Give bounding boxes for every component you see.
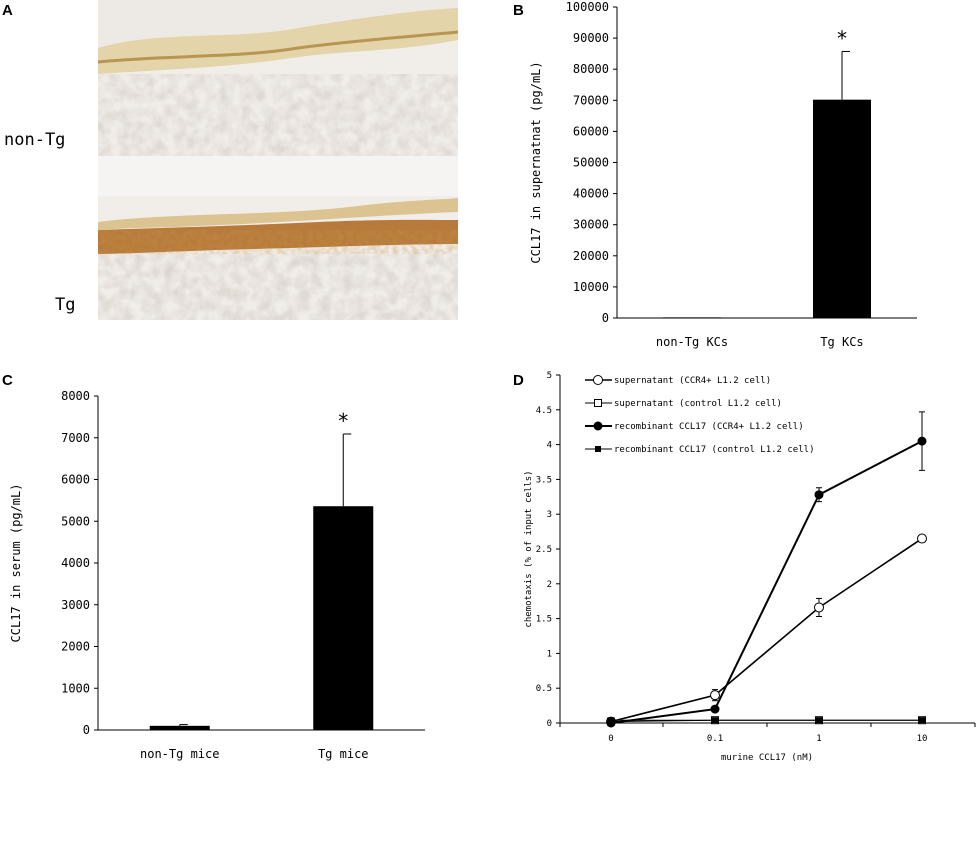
micrograph-image — [98, 0, 458, 320]
chart-c-y-tick-label: 4000 — [61, 556, 90, 570]
chart-d-legend-marker — [593, 375, 603, 385]
chart-d-y-tick-label: 2 — [547, 580, 552, 590]
chart-d-legend-marker — [595, 446, 601, 452]
chart-c-y-tick-label: 2000 — [61, 640, 90, 654]
chart-d-legend-label: supernatant (CCR4+ L1.2 cell) — [614, 376, 771, 386]
chart-d-legend-label: recombinant CCL17 (control L1.2 cell) — [614, 445, 814, 455]
chart-d-x-tick-label: 1 — [816, 734, 821, 744]
chart-d-series-line — [610, 537, 923, 723]
panel-letter-b: B — [513, 2, 524, 19]
chart-c-y-tick-label: 3000 — [61, 598, 90, 612]
chart-c-y-tick-label: 8000 — [61, 389, 90, 403]
chart-b-y-tick-label: 80000 — [573, 62, 609, 76]
chart-d-legend-label: supernatant (control L1.2 cell) — [614, 399, 782, 409]
chart-c-y-tick-label: 5000 — [61, 514, 90, 528]
chart-c-y-tick-label: 6000 — [61, 473, 90, 487]
chart-b-bar — [813, 99, 871, 318]
chart-b-y-axis-label: CCL17 in supernatnat (pg/mL) — [529, 61, 543, 263]
chart-b-bar — [663, 317, 721, 319]
chart-c-y-tick-label: 1000 — [61, 681, 90, 695]
chart-b-y-tick-label: 90000 — [573, 31, 609, 45]
chart-c-y-tick-label: 0 — [83, 723, 90, 737]
chart-d-legend-label: recombinant CCL17 (CCR4+ L1.2 cell) — [614, 422, 804, 432]
chart-d-y-axis-label: chemotaxis (% of input cells) — [524, 470, 534, 627]
chart-b-y-tick-label: 20000 — [573, 249, 609, 263]
chart-d-y-tick-label: 2.5 — [536, 545, 552, 555]
chart-d-point — [608, 717, 614, 724]
chart-d-x-tick-label: 0.1 — [707, 734, 723, 744]
chart-c-y-axis-label: CCL17 in serum (pg/mL) — [9, 484, 23, 643]
chart-c-significance-mark: * — [337, 409, 349, 433]
chart-b-y-tick-label: 70000 — [573, 93, 609, 107]
chart-c-category-label: Tg mice — [318, 747, 369, 761]
chart-b-y-tick-label: 60000 — [573, 124, 609, 138]
chart-d-y-tick-label: 4 — [547, 441, 552, 451]
chart-d-point — [917, 533, 927, 544]
chart-b-y-tick-label: 10000 — [573, 280, 609, 294]
chart-d-y-tick-label: 3.5 — [536, 475, 552, 485]
chart-d-point — [710, 704, 720, 714]
chart-d-y-tick-label: 0.5 — [536, 684, 552, 694]
chart-d-point — [919, 717, 925, 724]
micrograph-svg — [98, 0, 458, 320]
chart-d-y-tick-label: 1 — [547, 649, 552, 659]
panel-letter-c: C — [2, 372, 13, 389]
chart-d-point — [814, 602, 824, 613]
chart-b-significance-mark: * — [836, 26, 848, 50]
chart-d-point — [917, 436, 927, 446]
chart-d-legend-marker — [593, 421, 603, 431]
panel-letter-a: A — [2, 2, 13, 19]
chart-c-bar — [313, 506, 374, 730]
chart-c-y-tick-label: 7000 — [61, 431, 90, 445]
chart-d-point — [712, 717, 718, 724]
chart-d-y-tick-label: 4.5 — [536, 406, 552, 416]
chart-d-point — [814, 490, 824, 500]
chart-d-point — [816, 717, 822, 724]
chart-d-point — [710, 690, 720, 701]
chart-b-y-tick-label: 50000 — [573, 156, 609, 170]
chart-d-y-tick-label: 0 — [547, 719, 552, 729]
chart-d-x-axis-label: murine CCL17 (nM) — [721, 753, 813, 763]
chart-c-bar — [149, 725, 210, 730]
chart-b-category-label: Tg KCs — [820, 335, 863, 349]
row-label-non-tg: non-Tg — [4, 130, 66, 150]
chart-b-y-tick-label: 30000 — [573, 218, 609, 232]
chart-b-y-tick-label: 100000 — [566, 0, 609, 14]
chart-c-category-label: non-Tg mice — [140, 747, 219, 761]
chart-b-y-tick-label: 0 — [602, 311, 609, 325]
chart-b-y-tick-label: 40000 — [573, 187, 609, 201]
chart-d-y-tick-label: 3 — [547, 510, 552, 520]
row-label-tg: Tg — [55, 295, 76, 315]
chart-b-category-label: non-Tg KCs — [656, 335, 728, 349]
chart-d-y-tick-label: 1.5 — [536, 615, 552, 625]
chart-d-x-tick-label: 10 — [917, 734, 928, 744]
chart-d-legend-marker — [594, 399, 602, 407]
chart-d-x-tick-label: 0 — [608, 734, 613, 744]
chart-d-series-line — [610, 440, 923, 724]
panel-letter-d: D — [513, 372, 524, 389]
chart-d-y-tick-label: 5 — [547, 371, 552, 381]
